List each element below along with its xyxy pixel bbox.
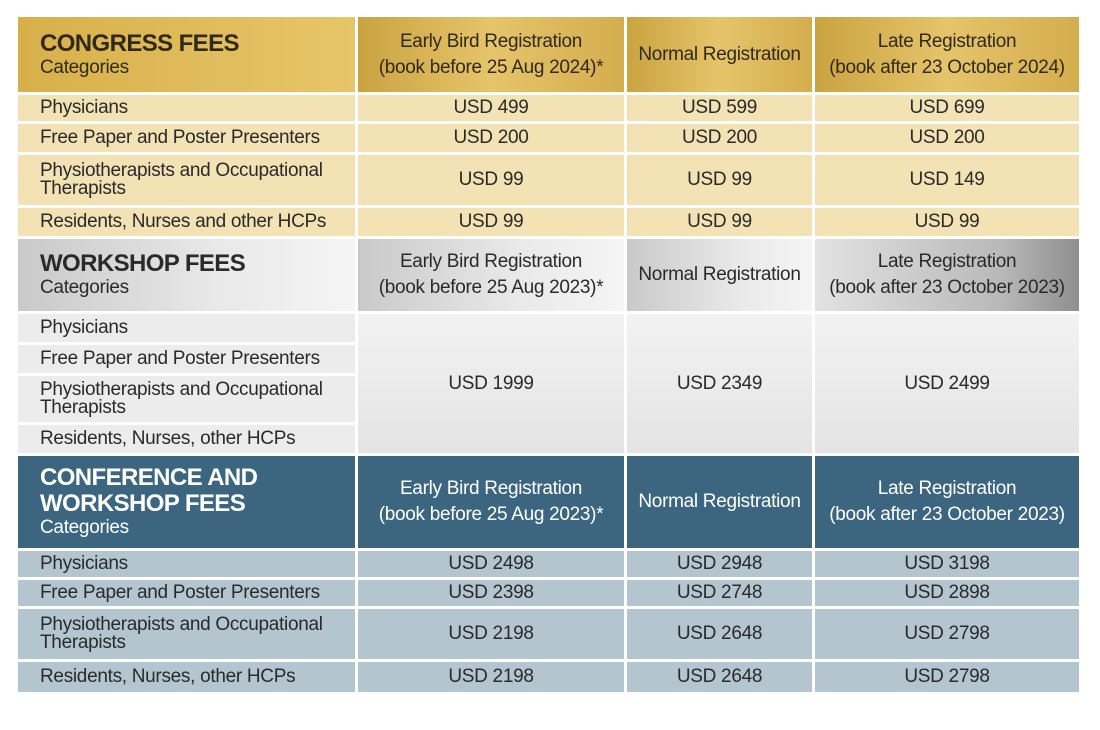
table-row: Residents, Nurses, other HCPs USD 2198 U…	[18, 662, 1079, 692]
late-price: USD 200	[815, 124, 1079, 152]
normal-price: USD 99	[627, 208, 812, 236]
table-row: Physiotherapists and Occupational Therap…	[18, 609, 1079, 659]
late-price: USD 2499	[815, 314, 1079, 453]
early-price: USD 2198	[358, 609, 624, 659]
conference-normal-header: Normal Registration	[627, 456, 812, 548]
conference-header-row: CONFERENCE AND WORKSHOP FEES Categories …	[18, 456, 1079, 548]
early-price: USD 1999	[358, 314, 624, 453]
normal-price: USD 599	[627, 95, 812, 121]
workshop-title: WORKSHOP FEES	[40, 250, 246, 277]
table-row: Physicians USD 499 USD 599 USD 699	[18, 95, 1079, 121]
category-cell: Physiotherapists and Occupational Therap…	[18, 376, 355, 422]
normal-price: USD 99	[627, 155, 812, 205]
category-cell: Free Paper and Poster Presenters	[18, 580, 355, 606]
early-price: USD 99	[358, 155, 624, 205]
early-price: USD 2498	[358, 551, 624, 577]
conference-header-cell: CONFERENCE AND WORKSHOP FEES Categories	[18, 456, 355, 548]
workshop-header-cell: WORKSHOP FEES Categories	[18, 239, 355, 311]
category-cell: Physicians	[18, 551, 355, 577]
congress-title: CONGRESS FEES	[40, 29, 240, 57]
fees-table: CONGRESS FEES Categories Early Bird Regi…	[15, 14, 1082, 695]
early-price: USD 499	[358, 95, 624, 121]
table-row: Free Paper and Poster Presenters	[18, 345, 1079, 373]
table-row: Residents, Nurses and other HCPs USD 99 …	[18, 208, 1079, 236]
normal-price: USD 2948	[627, 551, 812, 577]
normal-price: USD 2349	[627, 314, 812, 453]
early-price: USD 2198	[358, 662, 624, 692]
table-row: Free Paper and Poster Presenters USD 200…	[18, 124, 1079, 152]
late-price: USD 2898	[815, 580, 1079, 606]
table-row: Residents, Nurses, other HCPs	[18, 425, 1079, 453]
normal-price: USD 200	[627, 124, 812, 152]
fees-sheet: CONGRESS FEES Categories Early Bird Regi…	[18, 14, 1082, 695]
normal-price: USD 2748	[627, 580, 812, 606]
workshop-early-header: Early Bird Registration (book before 25 …	[358, 239, 624, 311]
table-row: Physiotherapists and Occupational Therap…	[18, 376, 1079, 422]
early-price: USD 99	[358, 208, 624, 236]
congress-header-row: CONGRESS FEES Categories Early Bird Regi…	[18, 17, 1079, 92]
normal-price: USD 2648	[627, 609, 812, 659]
late-price: USD 3198	[815, 551, 1079, 577]
workshop-header-row: WORKSHOP FEES Categories Early Bird Regi…	[18, 239, 1079, 311]
category-cell: Physicians	[18, 314, 355, 342]
congress-header-cell: CONGRESS FEES Categories	[18, 17, 355, 92]
congress-normal-header: Normal Registration	[627, 17, 812, 92]
table-row: Free Paper and Poster Presenters USD 239…	[18, 580, 1079, 606]
conference-early-header: Early Bird Registration (book before 25 …	[358, 456, 624, 548]
normal-price: USD 2648	[627, 662, 812, 692]
early-price: USD 2398	[358, 580, 624, 606]
workshop-categories-label: Categories	[40, 277, 129, 298]
late-price: USD 99	[815, 208, 1079, 236]
category-cell: Free Paper and Poster Presenters	[18, 345, 355, 373]
table-row: Physicians USD 1999 USD 2349 USD 2499	[18, 314, 1079, 453]
late-price: USD 2798	[815, 609, 1079, 659]
category-cell: Physiotherapists and Occupational Therap…	[18, 609, 355, 659]
congress-categories-label: Categories	[40, 56, 129, 78]
congress-early-header: Early Bird Registration (book before 25 …	[358, 17, 624, 92]
category-cell: Residents, Nurses, other HCPs	[18, 662, 355, 692]
workshop-late-header: Late Registration (book after 23 October…	[815, 239, 1079, 311]
category-cell: Physiotherapists and Occupational Therap…	[18, 155, 355, 205]
conference-title: CONFERENCE AND WORKSHOP FEES	[40, 464, 258, 517]
congress-late-header: Late Registration (book after 23 October…	[815, 17, 1079, 92]
category-cell: Free Paper and Poster Presenters	[18, 124, 355, 152]
late-price: USD 699	[815, 95, 1079, 121]
category-cell: Residents, Nurses, other HCPs	[18, 425, 355, 453]
early-price: USD 200	[358, 124, 624, 152]
category-cell: Residents, Nurses and other HCPs	[18, 208, 355, 236]
late-price: USD 2798	[815, 662, 1079, 692]
late-price: USD 149	[815, 155, 1079, 205]
table-row: Physiotherapists and Occupational Therap…	[18, 155, 1079, 205]
table-row: Physicians USD 2498 USD 2948 USD 3198	[18, 551, 1079, 577]
conference-categories-label: Categories	[40, 517, 129, 538]
workshop-normal-header: Normal Registration	[627, 239, 812, 311]
conference-late-header: Late Registration (book after 23 October…	[815, 456, 1079, 548]
category-cell: Physicians	[18, 95, 355, 121]
